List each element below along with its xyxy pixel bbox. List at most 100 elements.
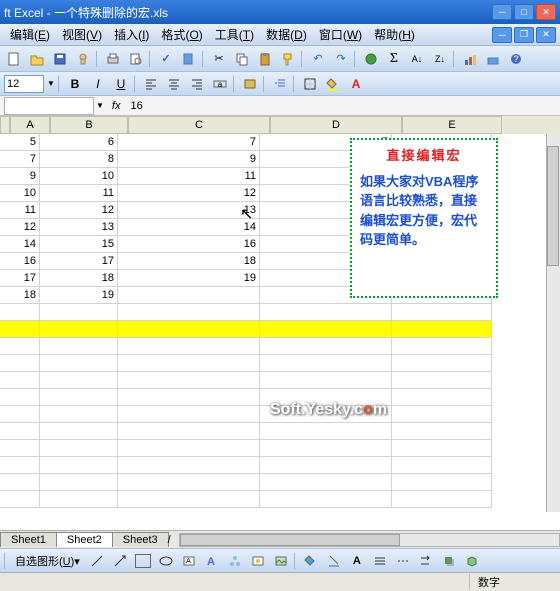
- cell[interactable]: 12: [40, 202, 118, 219]
- cell[interactable]: [392, 304, 492, 321]
- drawing-icon[interactable]: [483, 49, 503, 69]
- formula-input[interactable]: 16: [126, 100, 560, 112]
- cell[interactable]: [40, 321, 118, 338]
- hscroll-thumb[interactable]: [180, 534, 400, 546]
- cell[interactable]: 17: [40, 253, 118, 270]
- cell[interactable]: [260, 440, 392, 457]
- cell[interactable]: 18: [0, 287, 40, 304]
- underline-button[interactable]: U: [111, 75, 131, 93]
- menu-help[interactable]: 帮助(H): [368, 24, 421, 45]
- cell[interactable]: [40, 457, 118, 474]
- font-size-input[interactable]: [4, 75, 44, 93]
- cell[interactable]: 5: [0, 134, 40, 151]
- borders-icon[interactable]: [300, 75, 320, 93]
- cell[interactable]: [260, 338, 392, 355]
- cell[interactable]: [392, 355, 492, 372]
- textbox-icon[interactable]: A: [179, 551, 199, 571]
- cell[interactable]: [0, 423, 40, 440]
- cell[interactable]: [0, 491, 40, 508]
- line-icon[interactable]: [87, 551, 107, 571]
- cell[interactable]: [260, 304, 392, 321]
- cell[interactable]: [392, 389, 492, 406]
- merge-icon[interactable]: a: [210, 75, 230, 93]
- cell[interactable]: 16: [0, 253, 40, 270]
- cut-icon[interactable]: ✂: [209, 49, 229, 69]
- picture-icon[interactable]: [271, 551, 291, 571]
- cell[interactable]: [118, 423, 260, 440]
- cell[interactable]: 14: [0, 236, 40, 253]
- cell[interactable]: 12: [118, 185, 260, 202]
- oval-icon[interactable]: [156, 551, 176, 571]
- cell[interactable]: [392, 474, 492, 491]
- fill-color-icon[interactable]: [323, 75, 343, 93]
- chart-icon[interactable]: [460, 49, 480, 69]
- cell[interactable]: [40, 355, 118, 372]
- spell-icon[interactable]: ✓: [156, 49, 176, 69]
- cell[interactable]: 14: [118, 219, 260, 236]
- cell[interactable]: [40, 372, 118, 389]
- dash-style-icon[interactable]: [393, 551, 413, 571]
- cell[interactable]: [392, 491, 492, 508]
- undo-icon[interactable]: ↶: [308, 49, 328, 69]
- cell[interactable]: 15: [40, 236, 118, 253]
- cell[interactable]: 7: [118, 134, 260, 151]
- cell[interactable]: [392, 321, 492, 338]
- line-color-icon[interactable]: [324, 551, 344, 571]
- col-header-A[interactable]: A: [10, 116, 50, 134]
- horizontal-scrollbar[interactable]: [179, 533, 560, 547]
- format-painter-icon[interactable]: [278, 49, 298, 69]
- align-center-icon[interactable]: [164, 75, 184, 93]
- sheet-tab-3[interactable]: Sheet3: [112, 532, 169, 547]
- cell[interactable]: [260, 423, 392, 440]
- doc-close-button[interactable]: ✕: [536, 27, 556, 43]
- cell[interactable]: [118, 491, 260, 508]
- cell[interactable]: 18: [118, 253, 260, 270]
- cell[interactable]: [392, 423, 492, 440]
- cell[interactable]: [118, 457, 260, 474]
- cell[interactable]: [118, 287, 260, 304]
- menu-edit[interactable]: 编辑(E): [4, 24, 56, 45]
- bold-button[interactable]: B: [65, 75, 85, 93]
- cell[interactable]: [260, 474, 392, 491]
- menu-tools[interactable]: 工具(T): [209, 24, 260, 45]
- cell[interactable]: 13: [40, 219, 118, 236]
- cell[interactable]: 11: [0, 202, 40, 219]
- cell[interactable]: 8: [40, 151, 118, 168]
- cell[interactable]: 16: [118, 236, 260, 253]
- open-icon[interactable]: [27, 49, 47, 69]
- sort-desc-icon[interactable]: Z↓: [430, 49, 450, 69]
- cell[interactable]: [0, 389, 40, 406]
- line-style-icon[interactable]: [370, 551, 390, 571]
- name-box[interactable]: [4, 97, 94, 115]
- save-icon[interactable]: [50, 49, 70, 69]
- cell[interactable]: 17: [0, 270, 40, 287]
- cell[interactable]: [40, 406, 118, 423]
- cell[interactable]: [0, 372, 40, 389]
- fill-color-icon[interactable]: [301, 551, 321, 571]
- col-header-E[interactable]: E: [402, 116, 502, 134]
- shadow-icon[interactable]: [439, 551, 459, 571]
- cell[interactable]: [118, 321, 260, 338]
- cell[interactable]: [392, 457, 492, 474]
- cell[interactable]: [392, 440, 492, 457]
- sheet-tab-1[interactable]: Sheet1: [0, 532, 57, 547]
- cell[interactable]: 19: [118, 270, 260, 287]
- autoshapes-menu[interactable]: 自选图形(U)▾: [11, 553, 84, 569]
- diagram-icon[interactable]: [225, 551, 245, 571]
- menu-view[interactable]: 视图(V): [56, 24, 108, 45]
- cell[interactable]: [40, 423, 118, 440]
- cell[interactable]: [118, 406, 260, 423]
- cell[interactable]: [260, 457, 392, 474]
- cell[interactable]: [392, 372, 492, 389]
- cell[interactable]: [0, 304, 40, 321]
- col-header-C[interactable]: C: [128, 116, 270, 134]
- cell[interactable]: 11: [40, 185, 118, 202]
- cell[interactable]: 11: [118, 168, 260, 185]
- vscroll-thumb[interactable]: [547, 146, 559, 266]
- 3d-icon[interactable]: [462, 551, 482, 571]
- cell[interactable]: [0, 355, 40, 372]
- menu-format[interactable]: 格式(O): [155, 24, 208, 45]
- currency-icon[interactable]: [240, 75, 260, 93]
- cell[interactable]: [0, 457, 40, 474]
- fx-icon[interactable]: fx: [106, 100, 127, 112]
